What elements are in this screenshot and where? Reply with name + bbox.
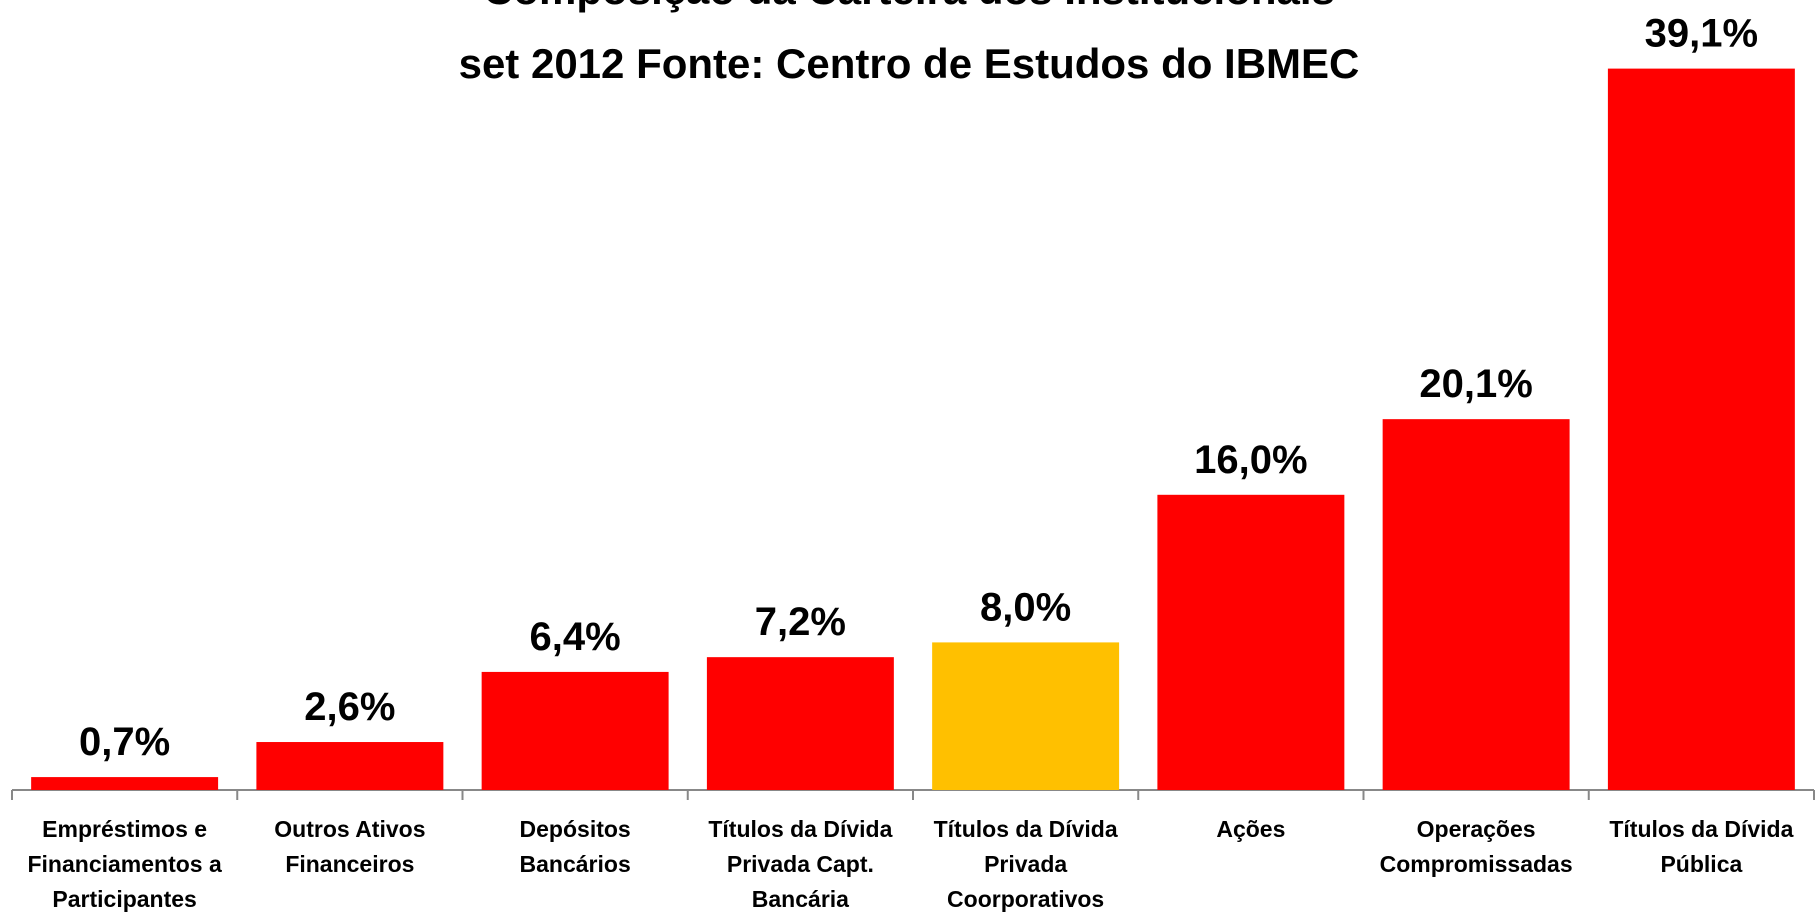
value-label: 7,2% [755,600,846,644]
value-label: 6,4% [530,615,621,659]
x-tick-label: Depósitos Bancários [519,816,631,877]
value-label: 8,0% [980,585,1071,629]
x-tick-label: Outros Ativos Financeiros [274,816,426,877]
x-tick-label: Operações Compromissadas [1379,816,1573,877]
value-label: 2,6% [304,685,395,729]
bar [1157,494,1345,790]
chart-subtitle: set 2012 Fonte: Centro de Estudos do IBM… [459,40,1360,87]
bar [31,777,219,790]
bar [1382,419,1570,790]
x-tick-label: Títulos da Dívida Privada Capt. Bancária [708,816,893,912]
bar [256,742,444,790]
x-tick-label: Empréstimos e Financiamentos a Participa… [27,816,222,912]
bar [932,642,1120,790]
chart-title: Composição da Carteira dos Institucionai… [483,0,1335,13]
x-tick-label: Títulos da Dívida Privada Coorporativos [933,816,1118,912]
x-tick-label: Ações [1216,816,1286,842]
bar [1607,68,1795,791]
bar [706,657,894,790]
bar [481,671,669,790]
value-label: 0,7% [79,720,170,764]
x-tick-label: Títulos da Dívida Pública [1609,816,1794,877]
value-label: 39,1% [1645,12,1758,56]
value-label: 16,0% [1194,438,1307,482]
value-label: 20,1% [1419,362,1532,406]
